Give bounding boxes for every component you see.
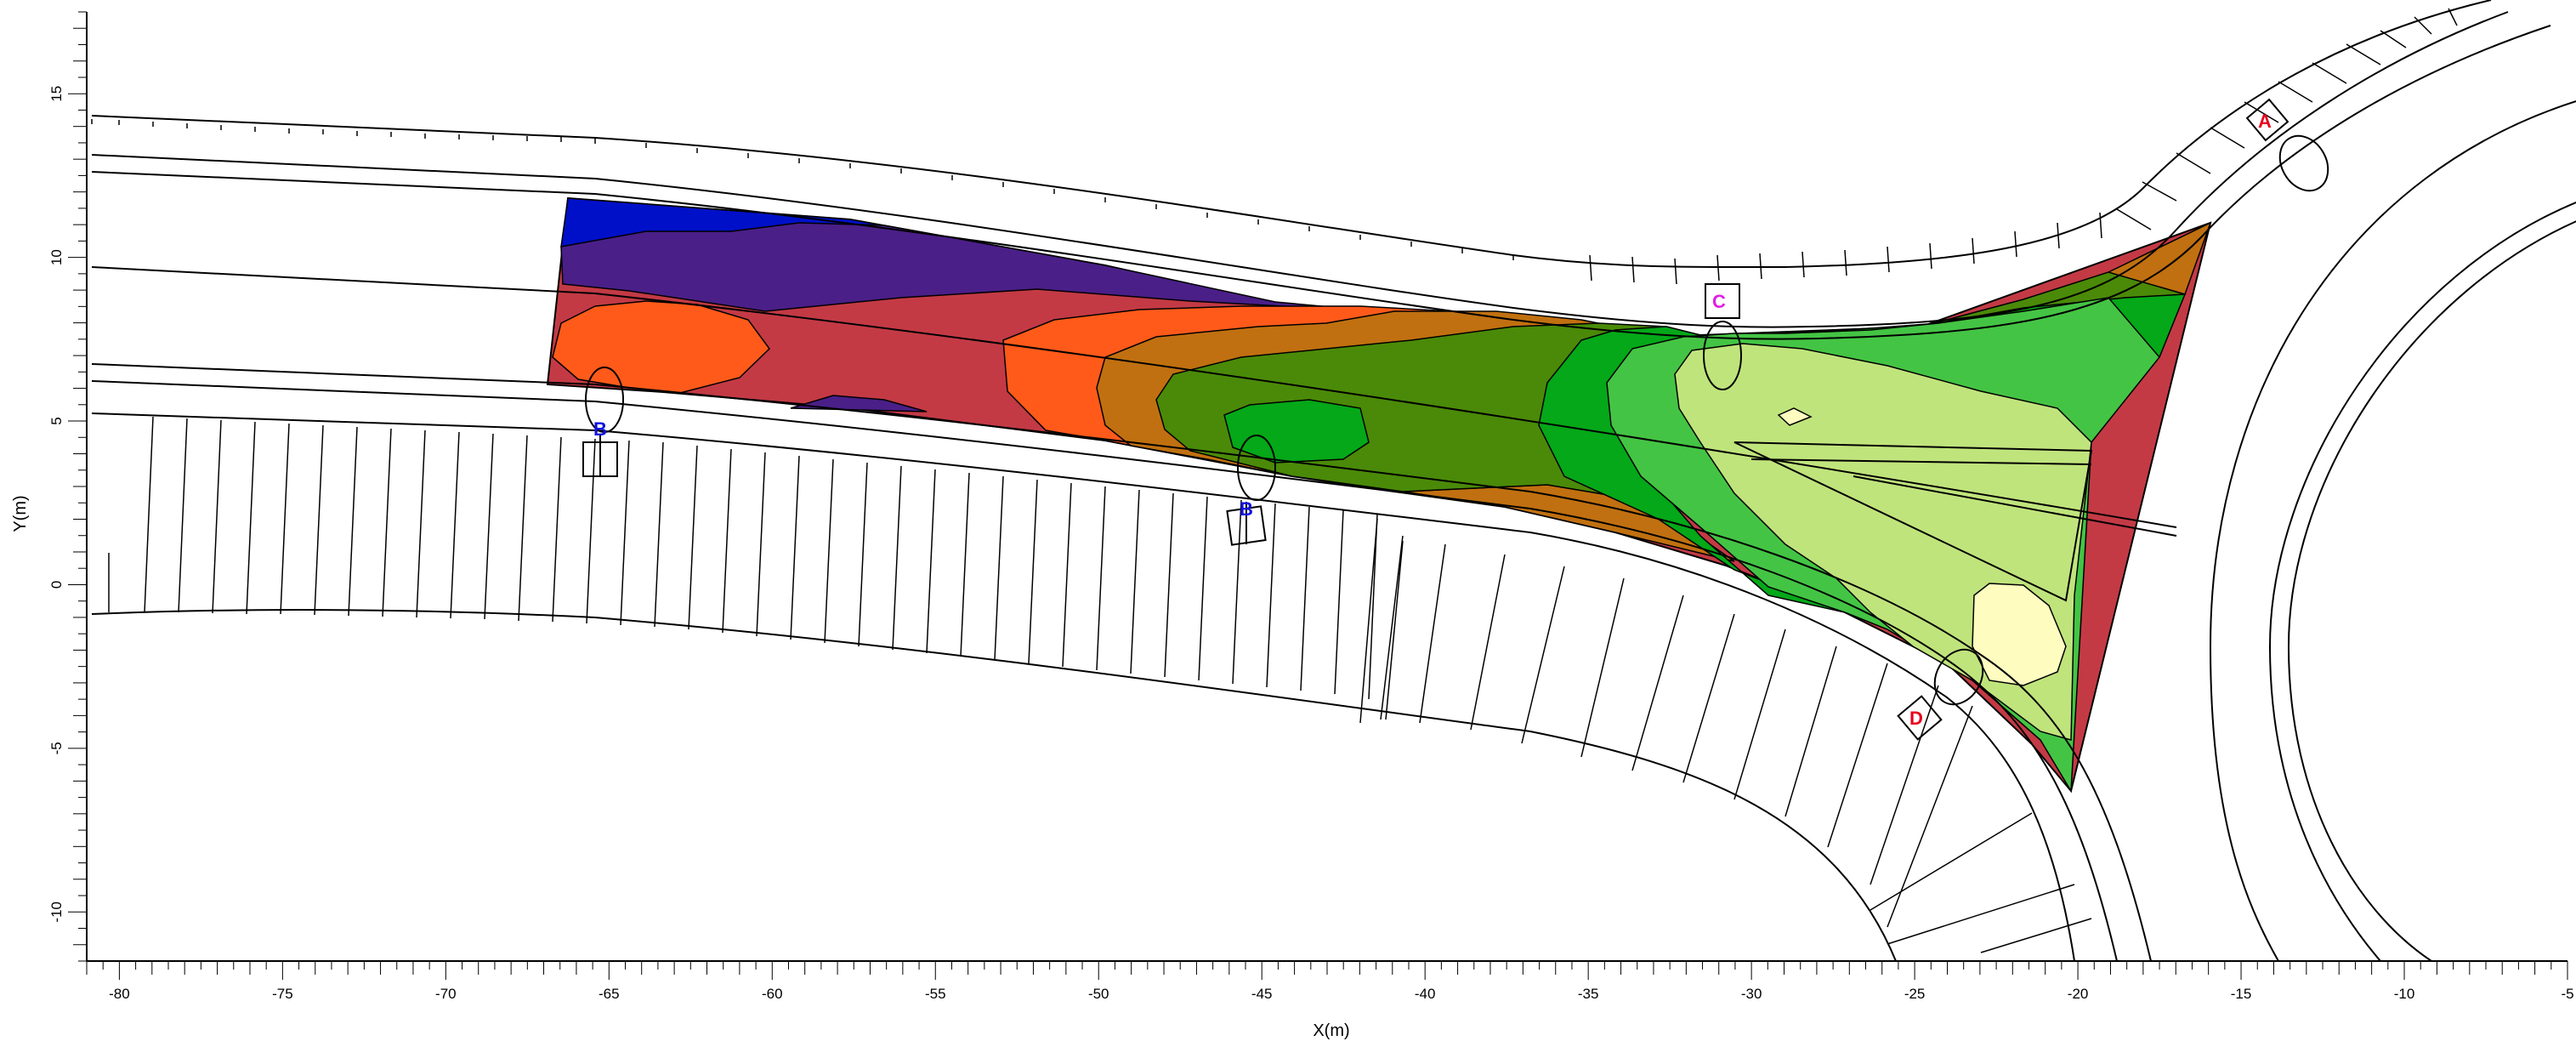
north-inner-line-2 <box>91 25 2551 340</box>
marker-d[interactable]: D <box>1897 641 1993 741</box>
south-edge <box>91 412 2075 961</box>
x-tick-label: -30 <box>1741 986 1762 1002</box>
south-outer-edge <box>91 609 1897 961</box>
y-tick-label: 0 <box>48 581 65 589</box>
x-tick-label: -70 <box>435 986 457 1002</box>
y-tick-label: -10 <box>48 902 65 923</box>
x-tick-label: -60 <box>762 986 783 1002</box>
x-axis-ticks: -80 -75 -70 -65 -60 -55 -50 -45 -40 -35 -30 -25 -20 -… <box>86 961 2574 1002</box>
svg-text:C: C <box>1712 291 1726 312</box>
svg-text:B: B <box>1240 498 1253 520</box>
roundabout-inner-2 <box>2287 220 2576 961</box>
y-axis-ticks: -10 -5 0 5 10 15 <box>48 11 87 962</box>
x-tick-label: -15 <box>2231 986 2252 1002</box>
contour-level-7b <box>1223 399 1370 464</box>
north-inner-line <box>91 11 2509 328</box>
markers: A B B C D <box>582 98 2337 741</box>
y-tick-label: 10 <box>48 249 65 265</box>
y-tick-label: 15 <box>48 86 65 102</box>
contour-fill <box>546 196 2212 794</box>
marker-b-mid[interactable]: B <box>1226 435 1276 546</box>
island-line-2 <box>1750 458 2092 465</box>
y-axis: -10 -5 0 5 10 15 Y(m) <box>11 11 88 962</box>
x-tick-label: -75 <box>272 986 293 1002</box>
y-tick-label: -5 <box>48 742 65 754</box>
contour-level-10a <box>1777 407 1813 426</box>
x-tick-label: -65 <box>599 986 620 1002</box>
site-linework <box>91 0 2576 961</box>
island-line <box>1733 441 2093 602</box>
x-tick-label: -40 <box>1415 986 1436 1002</box>
south-north-edge-2 <box>91 380 2118 961</box>
marker-b-west[interactable]: B <box>582 367 624 477</box>
x-tick-label: -35 <box>1578 986 1599 1002</box>
x-tick-label: -10 <box>2394 986 2415 1002</box>
svg-text:D: D <box>1909 708 1923 729</box>
svg-text:A: A <box>2258 111 2272 132</box>
contour-level-4a <box>552 300 770 394</box>
roundabout-outer <box>2209 100 2576 961</box>
x-tick-label: -25 <box>1904 986 1926 1002</box>
south-north-edge <box>91 363 2152 961</box>
x-tick-label: -50 <box>1088 986 1109 1002</box>
marker-a[interactable]: A <box>2245 98 2337 199</box>
contour-level-10b <box>1972 583 2067 686</box>
marker-c[interactable]: C <box>1703 283 1742 390</box>
y-tick-label: 5 <box>48 417 65 424</box>
x-axis: -80 -75 -70 -65 -60 -55 -50 -45 -40 -35 -30 -25 -20 -… <box>86 960 2574 1040</box>
x-tick-label: -55 <box>925 986 946 1002</box>
svg-text:B: B <box>593 418 607 440</box>
x-tick-label: -45 <box>1251 986 1273 1002</box>
y-axis-title: Y(m) <box>11 495 30 532</box>
x-tick-label: -5 <box>2561 986 2573 1002</box>
centre-line <box>91 266 2177 528</box>
roundabout-inner <box>2268 202 2576 961</box>
x-tick-label: -20 <box>2068 986 2089 1002</box>
east-connector <box>1853 475 2177 537</box>
x-tick-label: -80 <box>109 986 130 1002</box>
parking-stalls <box>91 8 2458 953</box>
x-axis-title: X(m) <box>1313 1021 1349 1040</box>
north-edge-line <box>91 0 2492 269</box>
